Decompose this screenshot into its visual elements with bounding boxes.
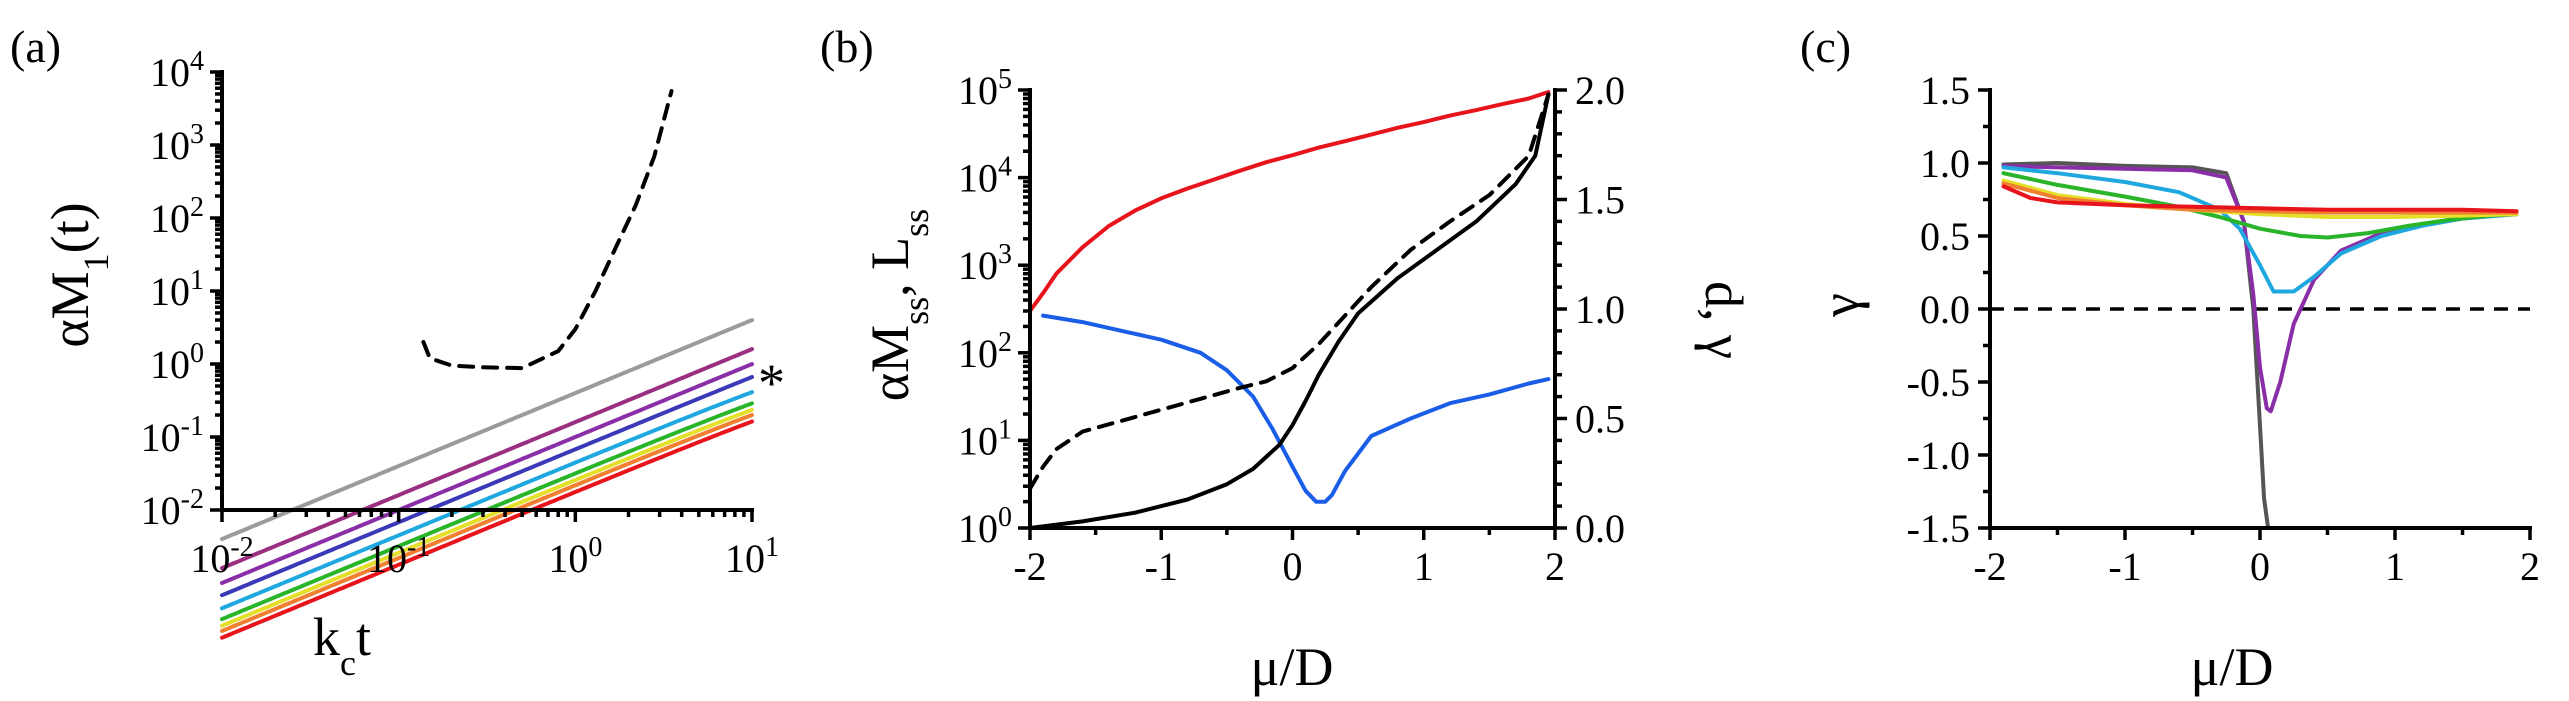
panel-a-y-tick-label: 102: [150, 192, 204, 241]
panel-b-y-tick-label: 104: [958, 152, 1012, 201]
panel-c-curves: [1990, 161, 2530, 528]
panel-a-x-tick-label: 101: [725, 532, 779, 581]
panel-a-y-tick-label: 10-1: [141, 411, 204, 460]
panel-c: (c) -1.5-1.0-0.50.00.51.01.5-2 -1 0 1 2 μ/D …: [1800, 21, 2540, 697]
panel-a-x-tick-label: 100: [548, 532, 602, 581]
panel-a-series-6: [220, 362, 754, 585]
panel-c-y-tick-label: -1.0: [1907, 433, 1970, 478]
panel-c-series-4: [2001, 178, 2519, 219]
panel-b-x-tick-label: 1: [1414, 544, 1434, 589]
panel-a-x-tick-label: 10-1: [367, 532, 430, 581]
panel-a-dashed-curve: [421, 89, 674, 371]
panel-b-x-tick-label: -2: [1013, 544, 1046, 589]
panel-c-y-tick-label: -0.5: [1907, 360, 1970, 405]
panel-b-y2-tick-label: 0.5: [1575, 397, 1625, 442]
panel-c-x-tick-label: -1: [2108, 544, 2141, 589]
panel-b-y2-tick-label: 1.0: [1575, 287, 1625, 332]
panel-c-series-1: [2001, 163, 2519, 414]
panel-b-label: (b): [820, 21, 874, 72]
panel-c-y-tick-label: 1.0: [1920, 141, 1970, 186]
panel-b-y2-tick-label: 1.5: [1575, 178, 1625, 223]
panel-c-x-tick-label: 2: [2520, 544, 2540, 589]
panel-a-series-1: [220, 413, 754, 633]
panel-a-y-tick-label: 104: [150, 46, 204, 95]
panel-c-series-6: [2001, 184, 2519, 214]
panel-a-x-axis-label: kct: [313, 607, 371, 683]
panel-b-series-3: [1028, 92, 1551, 491]
panel-c-y-tick-label: -1.5: [1907, 506, 1970, 551]
panel-c-y-axis-label: γ: [1810, 293, 1870, 318]
panel-c-y-tick-label: 1.5: [1920, 68, 1970, 113]
panel-b-y2-tick-label: 0.0: [1575, 506, 1625, 551]
panel-c-series-2: [2001, 165, 2519, 294]
panel-b-series-1: [1041, 313, 1551, 504]
panel-a-y-tick-label: 101: [150, 265, 204, 314]
panel-a-series-5: [220, 375, 754, 598]
panel-b-y-tick-label: 102: [958, 327, 1012, 376]
panel-a-series-8: [220, 318, 754, 541]
panel-c-axes: -1.5 -1.0 -0.5 0.0 0.5 1.0 1.5 -2 -1 0 1 2: [1907, 68, 2540, 589]
panel-a-series-0: [220, 419, 754, 640]
panel-b-x-tick-label: -1: [1145, 544, 1178, 589]
panel-c-x-tick-label: -2: [1973, 544, 2006, 589]
panel-c-series-3: [2001, 171, 2519, 240]
panel-a-label: (a): [10, 21, 61, 72]
panel-a-star-marker: *: [758, 353, 785, 413]
panel-b-series-2: [1028, 92, 1551, 530]
panel-c-y-tick-label: 0.0: [1920, 287, 1970, 332]
panel-a-curves: [220, 89, 754, 640]
panel-c-x-tick-label: 0: [2250, 544, 2270, 589]
panel-a-series-4: [220, 390, 754, 611]
panel-c-series-5: [2001, 181, 2519, 215]
panel-c-x-axis-label: μ/D: [2191, 637, 2274, 697]
panel-b-y-axis-label: αMss, Lss: [860, 209, 936, 401]
panel-b-y-tick-label: 100: [958, 502, 1012, 551]
panel-c-x-tick-label: 1: [2385, 544, 2405, 589]
panel-b-axes: 100 101 102 103 104 105 0.0 0.5 1.0 1.5 2.0 -2 -1 0 1 2: [958, 64, 1625, 589]
panel-b-right-axis-label: d, γ: [1694, 281, 1754, 359]
panel-b-x-tick-label: 0: [1283, 544, 1303, 589]
panel-b: (b) 1001011021031041050.00.51.01.52.0-2-…: [820, 21, 1754, 697]
panel-b-y-tick-label: 103: [958, 239, 1012, 288]
panel-a-series-7: [220, 347, 754, 571]
panel-b-x-axis-label: μ/D: [1251, 637, 1334, 697]
panel-c-y-tick-label: 0.5: [1920, 214, 1970, 259]
panel-a-axes: 10-2 10-1 100 101 102 103 104 10-2 10-1 100 101: [141, 46, 779, 581]
panel-b-y2-tick-label: 2.0: [1575, 68, 1625, 113]
panel-b-x-tick-label: 2: [1545, 544, 1565, 589]
panel-a-x-tick-label: 10-2: [190, 532, 253, 581]
panel-b-y-tick-label: 101: [958, 414, 1012, 463]
panel-a-y-tick-label: 100: [150, 338, 204, 387]
panel-a-series-2: [220, 407, 754, 628]
panel-a-y-tick-label: 10-2: [141, 484, 204, 533]
panel-b-curves: [1028, 90, 1551, 530]
panel-a-y-tick-label: 103: [150, 119, 204, 168]
panel-c-label: (c): [1800, 21, 1851, 72]
panel-b-y-tick-label: 105: [958, 64, 1012, 113]
panel-a-y-axis-label: αM1(t): [40, 202, 116, 347]
panel-b-series-0: [1028, 90, 1551, 313]
panel-c-series-0: [2001, 161, 2276, 528]
